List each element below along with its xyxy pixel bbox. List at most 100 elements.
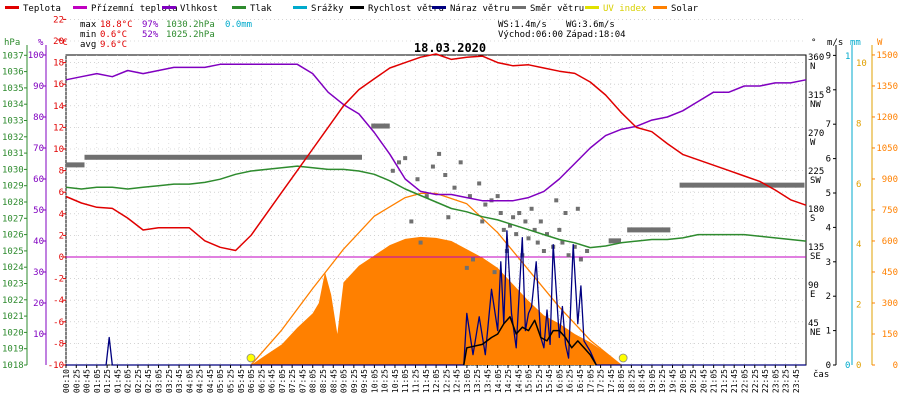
wind-direction-point — [483, 202, 488, 207]
tick-label-pct: 80 — [33, 113, 44, 123]
wind-direction-point — [446, 215, 451, 220]
wind-direction-point — [415, 177, 420, 182]
tick-label-uv: 0 — [856, 361, 861, 371]
tick-label-pct: 30 — [33, 268, 44, 278]
tick-label-hpa: 1027 — [2, 214, 24, 224]
legend-label: Solar — [671, 4, 699, 14]
wind-direction-point — [495, 194, 500, 199]
tick-label-degc: 10 — [53, 145, 64, 155]
wind-direction-point — [578, 257, 583, 262]
wind-direction-point — [508, 223, 512, 228]
wind-direction-point — [541, 249, 546, 254]
tick-label-x: 22:25 — [751, 369, 760, 393]
tick-label-w: 1050 — [876, 144, 898, 154]
tick-label-x: 18:45 — [638, 369, 647, 393]
legend-swatch — [432, 6, 446, 9]
axis-degc-unit: °C — [57, 38, 68, 48]
tick-label-x: 05:45 — [237, 369, 246, 393]
tick-label-x: 13:05 — [463, 369, 472, 393]
wind-direction-point — [418, 240, 423, 245]
tick-label-x: 00:45 — [83, 369, 92, 393]
legend-swatch — [350, 6, 364, 9]
wind-gust-line — [66, 230, 806, 366]
tick-label-w: 150 — [882, 330, 898, 340]
tick-label-degc: -2 — [53, 275, 64, 285]
tick-label-uv: 8 — [856, 119, 861, 129]
tick-label-x: 21:45 — [730, 369, 739, 393]
wind-direction-point — [585, 249, 590, 254]
wind-direction-point — [514, 232, 519, 237]
legend-label: Vlhkost — [180, 4, 218, 14]
tick-label-dir: 45 — [808, 319, 819, 329]
stat-min-label: min — [80, 30, 96, 40]
tick-label-hpa: 1019 — [2, 345, 24, 355]
pressure-line — [65, 165, 807, 249]
axis-dir-unit: ° — [811, 38, 816, 48]
legend-swatch — [162, 6, 176, 9]
tick-label-x: 12:05 — [432, 369, 441, 393]
tick-label-hpa: 1025 — [2, 247, 24, 257]
tick-label-hpa: 1034 — [2, 100, 24, 110]
tick-label-x: 15:05 — [525, 369, 534, 393]
tick-label-ms: 4 — [826, 223, 831, 233]
tick-label-ms: 2 — [826, 292, 831, 302]
tick-label-x: 19:45 — [669, 369, 678, 393]
wind-direction-point — [477, 181, 482, 186]
wind-direction-point — [557, 227, 562, 232]
tick-label-x: 02:25 — [134, 369, 143, 393]
tick-label-dir: 180 — [808, 205, 824, 215]
wind-direction-point — [511, 215, 516, 220]
tick-label-dir-card: NE — [810, 328, 821, 338]
tick-label-degc: -4 — [53, 296, 64, 306]
wind-direction-point — [390, 168, 395, 173]
tick-label-ms: 8 — [826, 86, 831, 96]
tick-label-x: 18:25 — [627, 369, 636, 393]
tick-label-uv: 6 — [856, 180, 861, 190]
tick-label-w: 450 — [882, 268, 898, 278]
wind-direction-point — [538, 219, 543, 224]
tick-label-w: 300 — [882, 299, 898, 309]
tick-label-x: 05:25 — [226, 369, 235, 393]
wind-direction-point — [452, 185, 457, 190]
tick-label-x: 07:25 — [288, 369, 297, 393]
tick-label-x: 11:05 — [401, 369, 410, 393]
tick-label-pct: 100 — [28, 51, 44, 61]
tick-label-w: 0 — [893, 361, 898, 371]
wind-direction-point — [529, 206, 534, 211]
wind-direction-point — [397, 160, 401, 165]
tick-label-x: 14:45 — [514, 369, 523, 393]
tick-label-mm: 1 — [845, 52, 850, 62]
wind-direction-bar — [608, 238, 621, 244]
tick-label-x: 09:05 — [340, 369, 349, 393]
legend-swatch — [5, 6, 19, 9]
wind-direction-point — [403, 156, 408, 161]
wind-direction-bar — [84, 154, 362, 160]
axis-mm-unit: mm — [850, 38, 861, 48]
tick-label-dir: 315 — [808, 91, 824, 101]
tick-label-x: 17:25 — [597, 369, 606, 393]
axis-w-unit: W — [877, 38, 883, 48]
legend-swatch — [653, 6, 667, 9]
wind-direction-point — [504, 249, 509, 254]
tick-label-pct: 10 — [33, 330, 44, 340]
tick-label-x: 20:45 — [699, 369, 708, 393]
wind-direction-bar — [66, 162, 85, 168]
tick-label-x: 19:05 — [648, 369, 657, 393]
tick-label-pct: 40 — [33, 237, 44, 247]
axis-hpa-unit: hPa — [4, 38, 20, 48]
legend-label: Teplota — [23, 4, 61, 14]
tick-label-w: 750 — [882, 206, 898, 216]
sunrise-time: Východ:06:00 — [498, 30, 563, 40]
tick-label-ms: 6 — [826, 155, 831, 165]
tick-label-x: 09:25 — [350, 369, 359, 393]
tick-label-x: 00:10 — [62, 369, 71, 393]
tick-label-x: 17:45 — [607, 369, 616, 393]
tick-label-hpa: 1026 — [2, 231, 24, 241]
tick-label-x: 08:45 — [329, 369, 338, 393]
tick-label-w: 1500 — [876, 51, 898, 61]
tick-label-dir-card: E — [810, 290, 815, 300]
tick-label-hpa: 1031 — [2, 149, 24, 159]
tick-label-x: 05:05 — [216, 369, 225, 393]
wind-direction-point — [563, 211, 568, 216]
tick-label-hpa: 1018 — [2, 361, 24, 371]
